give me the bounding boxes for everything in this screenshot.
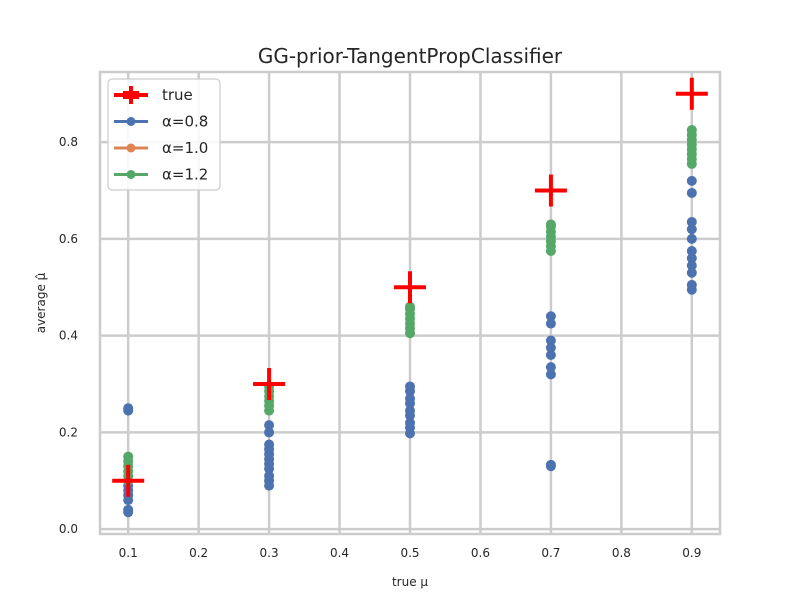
y-tick-label: 0.0	[59, 522, 78, 536]
data-points	[123, 125, 697, 518]
legend-label: α=1.0	[162, 139, 208, 157]
plot-frame	[98, 70, 722, 536]
data-point	[686, 279, 697, 290]
data-point	[545, 459, 556, 470]
data-point	[545, 362, 556, 373]
true-markers	[112, 77, 708, 497]
data-point	[264, 470, 275, 481]
data-point	[405, 405, 415, 416]
data-point	[545, 369, 556, 380]
data-point	[545, 219, 556, 230]
legend-entry: α=1.0	[114, 139, 208, 157]
legend: true α=0.8 α=1.0 α=1.2	[107, 78, 221, 191]
data-point	[264, 439, 275, 450]
x-tick-label: 0.5	[400, 546, 419, 560]
true-marker	[253, 368, 286, 401]
x-tick-label: 0.7	[541, 546, 560, 560]
y-tick-label: 0.6	[59, 232, 78, 246]
y-tick-label: 0.2	[59, 425, 78, 439]
data-point	[545, 311, 556, 322]
legend-label: α=1.2	[162, 166, 208, 184]
data-point	[686, 187, 697, 198]
data-point	[545, 342, 556, 353]
data-point	[545, 318, 556, 329]
x-tick-label: 0.2	[189, 546, 208, 560]
y-tick-label: 0.4	[59, 329, 78, 343]
data-point	[686, 233, 697, 244]
data-point	[405, 381, 415, 392]
x-ticks: 0.1 0.2 0.3 0.4 0.5 0.6 0.7 0.8 0.9	[119, 546, 702, 560]
data-point	[123, 451, 134, 462]
y-ticks: 0.0 0.2 0.4 0.6 0.8	[59, 135, 78, 536]
data-point	[264, 420, 275, 431]
legend-label: true	[162, 86, 193, 104]
data-point	[123, 504, 134, 515]
data-point	[123, 403, 134, 414]
x-tick-label: 0.1	[119, 546, 138, 560]
x-tick-label: 0.9	[682, 546, 701, 560]
true-marker	[675, 77, 708, 110]
true-marker	[394, 271, 426, 304]
data-point	[264, 427, 275, 438]
chart-title: GG-prior-TangentPropClassifier	[258, 44, 563, 68]
data-point	[405, 417, 415, 428]
data-point	[686, 245, 697, 256]
x-axis-label: true μ	[392, 575, 428, 589]
y-tick-label: 0.8	[59, 135, 78, 149]
data-point	[545, 350, 556, 361]
true-marker	[112, 464, 145, 497]
data-point	[686, 125, 697, 136]
true-marker	[534, 174, 567, 207]
legend-entry: α=0.8	[114, 113, 208, 131]
data-point	[686, 260, 697, 271]
legend-entry: α=1.2	[114, 166, 208, 184]
data-point	[686, 267, 697, 278]
legend-entry: true	[114, 86, 193, 104]
legend-label: α=0.8	[162, 113, 208, 131]
data-point	[405, 393, 415, 404]
x-tick-label: 0.6	[471, 546, 490, 560]
data-point	[545, 335, 556, 346]
legend-box	[107, 78, 221, 191]
x-tick-label: 0.3	[260, 546, 279, 560]
data-point	[686, 175, 697, 186]
data-point	[686, 216, 697, 227]
data-point	[405, 301, 415, 312]
data-point	[686, 253, 697, 264]
data-point	[686, 224, 697, 235]
x-tick-label: 0.8	[612, 546, 631, 560]
x-tick-label: 0.4	[330, 546, 349, 560]
y-axis-label: average μ̂	[34, 272, 48, 333]
